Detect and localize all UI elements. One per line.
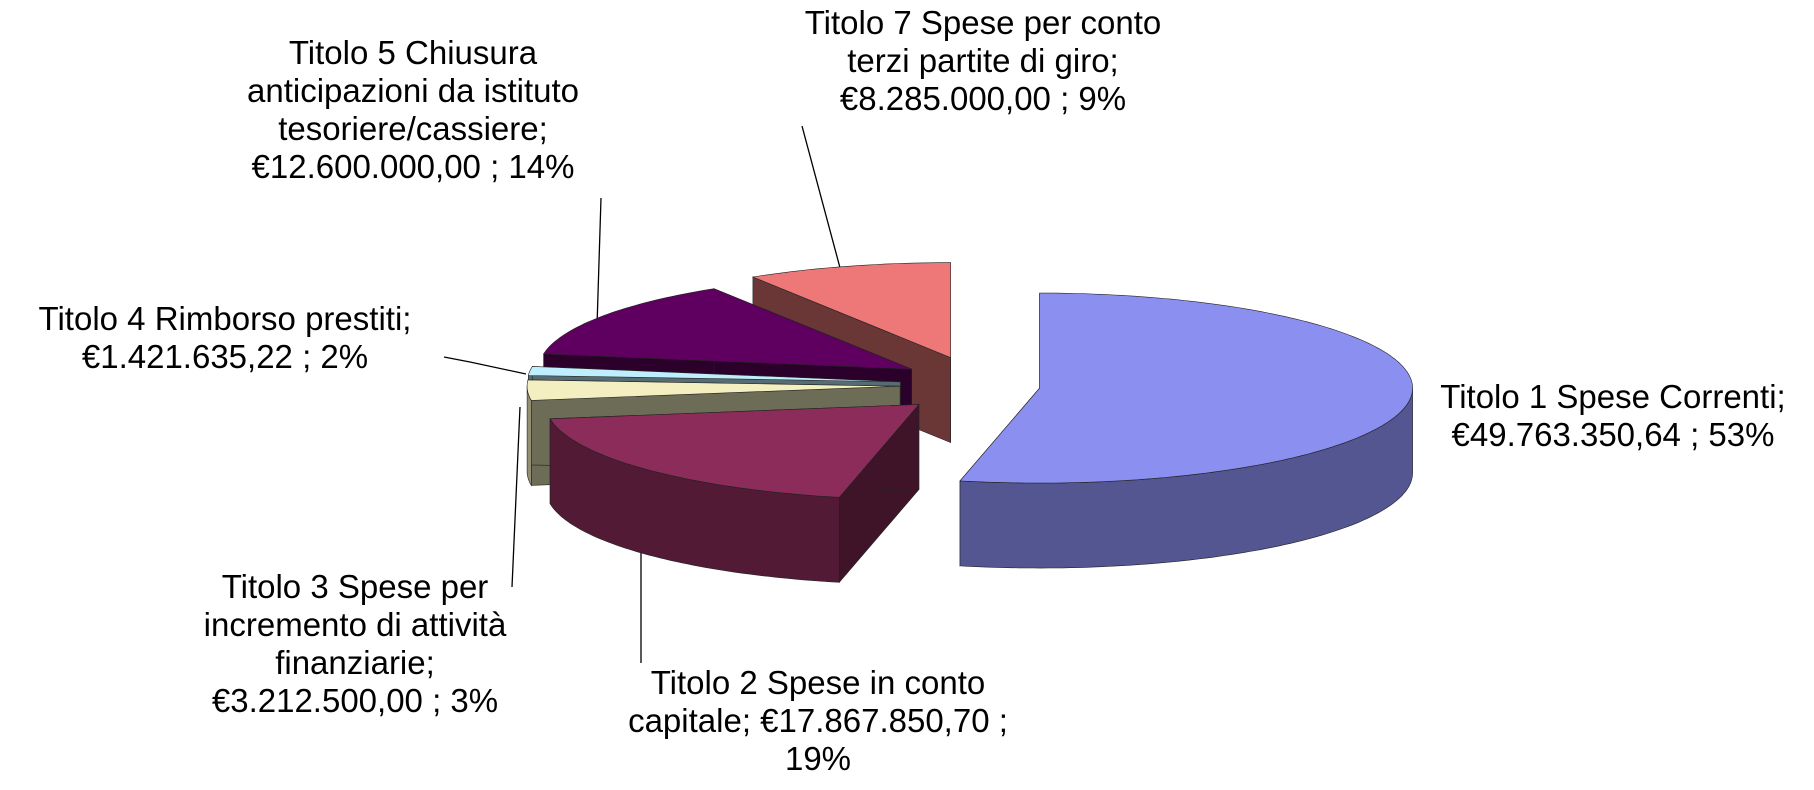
value-label: €8.285.000,00	[839, 80, 1051, 117]
leader-line	[596, 197, 602, 327]
slice	[527, 366, 901, 383]
data-label: Titolo 3 Spese per incremento di attivit…	[175, 568, 535, 720]
separator: ;	[741, 702, 751, 739]
slice	[751, 262, 952, 359]
slice	[549, 404, 920, 498]
percent-label: 19%	[784, 740, 852, 777]
data-label: Titolo 1 Spese Correnti; €49.763.350,64 …	[1412, 378, 1814, 454]
separator: ;	[538, 110, 548, 147]
separator: ;	[425, 644, 435, 681]
leader-line	[443, 356, 527, 375]
value-label: €17.867.850,70	[760, 702, 990, 739]
data-label: Titolo 5 Chiusura anticipazioni da istit…	[218, 34, 608, 186]
percent-label: 53%	[1708, 416, 1775, 453]
value-label: €49.763.350,64	[1451, 416, 1681, 453]
category-name: Titolo 3 Spese per incremento di attivit…	[203, 568, 507, 681]
separator: ;	[302, 338, 312, 375]
percent-label: 9%	[1078, 80, 1127, 117]
slice	[959, 292, 1413, 484]
leader-line	[511, 406, 521, 588]
percent-label: 14%	[508, 148, 575, 185]
value-label: €1.421.635,22	[81, 338, 293, 375]
slice-wall	[526, 386, 532, 487]
separator: ;	[490, 148, 500, 185]
value-label: €12.600.000,00	[251, 148, 481, 185]
data-label: Titolo 4 Rimborso prestiti; €1.421.635,2…	[5, 300, 445, 376]
data-label: Titolo 2 Spese in conto capitale; €17.86…	[618, 664, 1018, 778]
percent-label: 2%	[320, 338, 369, 375]
separator: ;	[432, 682, 442, 719]
data-label: Titolo 7 Spese per conto terzi partite d…	[803, 4, 1163, 118]
slice	[526, 379, 901, 401]
separator: ;	[998, 702, 1008, 739]
category-name: Titolo 5 Chiusura anticipazioni da istit…	[246, 34, 580, 147]
category-name: Titolo 4 Rimborso prestiti	[38, 300, 403, 337]
leader-line	[801, 125, 844, 280]
category-name: Titolo 2 Spese in conto capitale	[628, 664, 986, 739]
slice	[543, 288, 912, 370]
separator: ;	[1109, 42, 1119, 79]
value-label: €3.212.500,00	[211, 682, 423, 719]
separator: ;	[402, 300, 412, 337]
category-name: Titolo 7 Spese per conto terzi partite d…	[804, 4, 1162, 79]
percent-label: 3%	[450, 682, 499, 719]
separator: ;	[1776, 378, 1786, 415]
separator: ;	[1690, 416, 1700, 453]
separator: ;	[1060, 80, 1070, 117]
category-name: Titolo 1 Spese Correnti	[1440, 378, 1777, 415]
